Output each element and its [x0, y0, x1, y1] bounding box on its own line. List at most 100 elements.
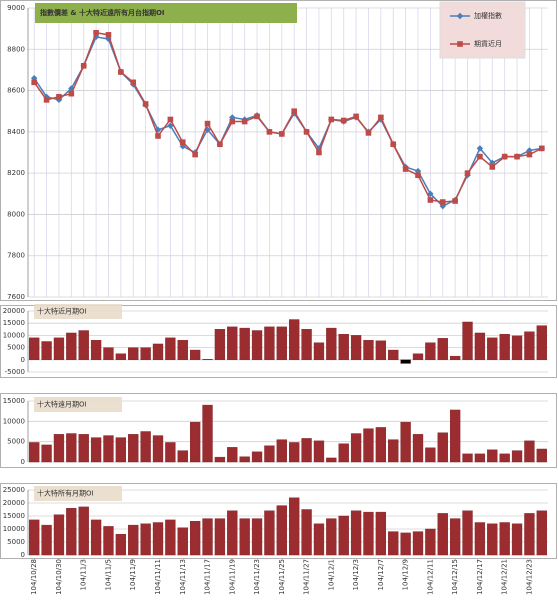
- bar: [53, 337, 65, 360]
- bar: [462, 321, 473, 361]
- y-tick-label: 15000: [3, 512, 25, 520]
- square-marker: [477, 153, 483, 160]
- bar: [375, 340, 387, 361]
- legend-marker: [456, 12, 464, 20]
- x-tick-label: 104/11/3: [80, 559, 88, 590]
- bar: [239, 456, 250, 463]
- bar: [511, 450, 523, 463]
- bar: [499, 453, 510, 463]
- x-tick-label: 104/12/23: [525, 559, 533, 595]
- x-tick-label: 104/12/9: [402, 559, 410, 590]
- square-marker: [501, 153, 508, 160]
- y-tick-label: 10000: [3, 417, 25, 425]
- bar: [189, 349, 201, 361]
- legend-label: 期貨近月: [474, 39, 502, 48]
- bar: [313, 523, 325, 556]
- x-tick-label: 104/12/3: [352, 559, 360, 590]
- x-tick-label: 104/12/21: [501, 559, 509, 595]
- bar: [66, 508, 77, 556]
- bar: [412, 434, 424, 463]
- x-tick-label: 104/11/5: [104, 559, 112, 590]
- x-tick-label: 104/10/30: [55, 559, 63, 595]
- square-marker: [526, 151, 533, 158]
- bar: [462, 453, 473, 463]
- bar: [350, 510, 362, 556]
- bar: [165, 442, 176, 463]
- x-tick-label: 104/11/11: [154, 559, 162, 595]
- y-tick-label: 20000: [3, 307, 25, 315]
- square-marker: [464, 170, 471, 176]
- bar: [449, 355, 461, 361]
- y-tick-label: 8400: [7, 128, 25, 136]
- bar: [338, 443, 349, 463]
- y-tick-label: 8200: [7, 169, 25, 177]
- square-marker: [217, 141, 223, 148]
- bar: [90, 519, 102, 556]
- square-marker: [439, 199, 446, 205]
- bar: [301, 438, 312, 463]
- bar: [103, 526, 114, 556]
- bar: [140, 523, 151, 556]
- bar: [214, 518, 226, 556]
- bar: [363, 428, 374, 463]
- bar: [165, 519, 176, 556]
- bar: [375, 427, 387, 463]
- bar: [264, 326, 275, 360]
- y-tick-label: 7800: [7, 252, 25, 260]
- bar: [78, 330, 89, 360]
- y-tick-label: 7600: [7, 293, 25, 301]
- y-tick-label: 0: [21, 458, 25, 466]
- y-tick-label: 8800: [7, 45, 25, 53]
- legend-box: [439, 1, 526, 59]
- bar: [239, 327, 250, 360]
- square-marker: [353, 113, 359, 120]
- bar: [264, 510, 275, 556]
- bar: [363, 340, 374, 360]
- square-marker: [365, 130, 372, 136]
- x-tick-label: 104/11/27: [303, 559, 311, 595]
- bar: [524, 440, 535, 463]
- legend-label: 加權指數: [474, 11, 502, 20]
- square-marker: [179, 139, 186, 145]
- bar: [363, 511, 374, 556]
- title-box: [34, 397, 122, 412]
- bar: [437, 432, 448, 463]
- diamond-marker: [55, 96, 63, 104]
- bar: [487, 449, 498, 463]
- bar: [41, 524, 52, 556]
- square-marker: [80, 63, 87, 69]
- chart-layer: 7600 7800 8000 8200 8400 8600 8800 9000 指數價差 & 十…: [3, 1, 548, 595]
- bar: [276, 326, 287, 360]
- bar: [524, 513, 535, 556]
- y-tick-label: 10000: [3, 331, 25, 339]
- title-box: [34, 486, 122, 501]
- bar: [115, 534, 127, 556]
- square-marker: [130, 79, 137, 86]
- chart-title: 指數價差 & 十大特近遠所有月台指期OI: [40, 8, 165, 17]
- square-marker: [328, 116, 335, 123]
- bar: [449, 518, 461, 556]
- square-marker: [452, 198, 458, 204]
- bar: [152, 522, 164, 556]
- bar: [29, 442, 40, 463]
- bar: [301, 509, 312, 556]
- bar: [499, 522, 510, 556]
- bar: [536, 510, 547, 556]
- bar: [128, 347, 139, 361]
- square-marker: [204, 120, 211, 127]
- bar: [140, 347, 151, 361]
- bar: [53, 514, 65, 556]
- y-tick-label: 8600: [7, 87, 25, 95]
- bar: [115, 437, 127, 463]
- x-tick-label: 104/11/23: [253, 559, 261, 595]
- legend-marker: [457, 41, 463, 47]
- bar: [536, 448, 547, 463]
- title-box: [34, 304, 122, 319]
- bar: [412, 353, 424, 361]
- bar: [177, 450, 188, 463]
- square-marker: [402, 166, 409, 172]
- bar: [276, 505, 287, 556]
- bar: [375, 511, 387, 556]
- bar: [313, 342, 325, 361]
